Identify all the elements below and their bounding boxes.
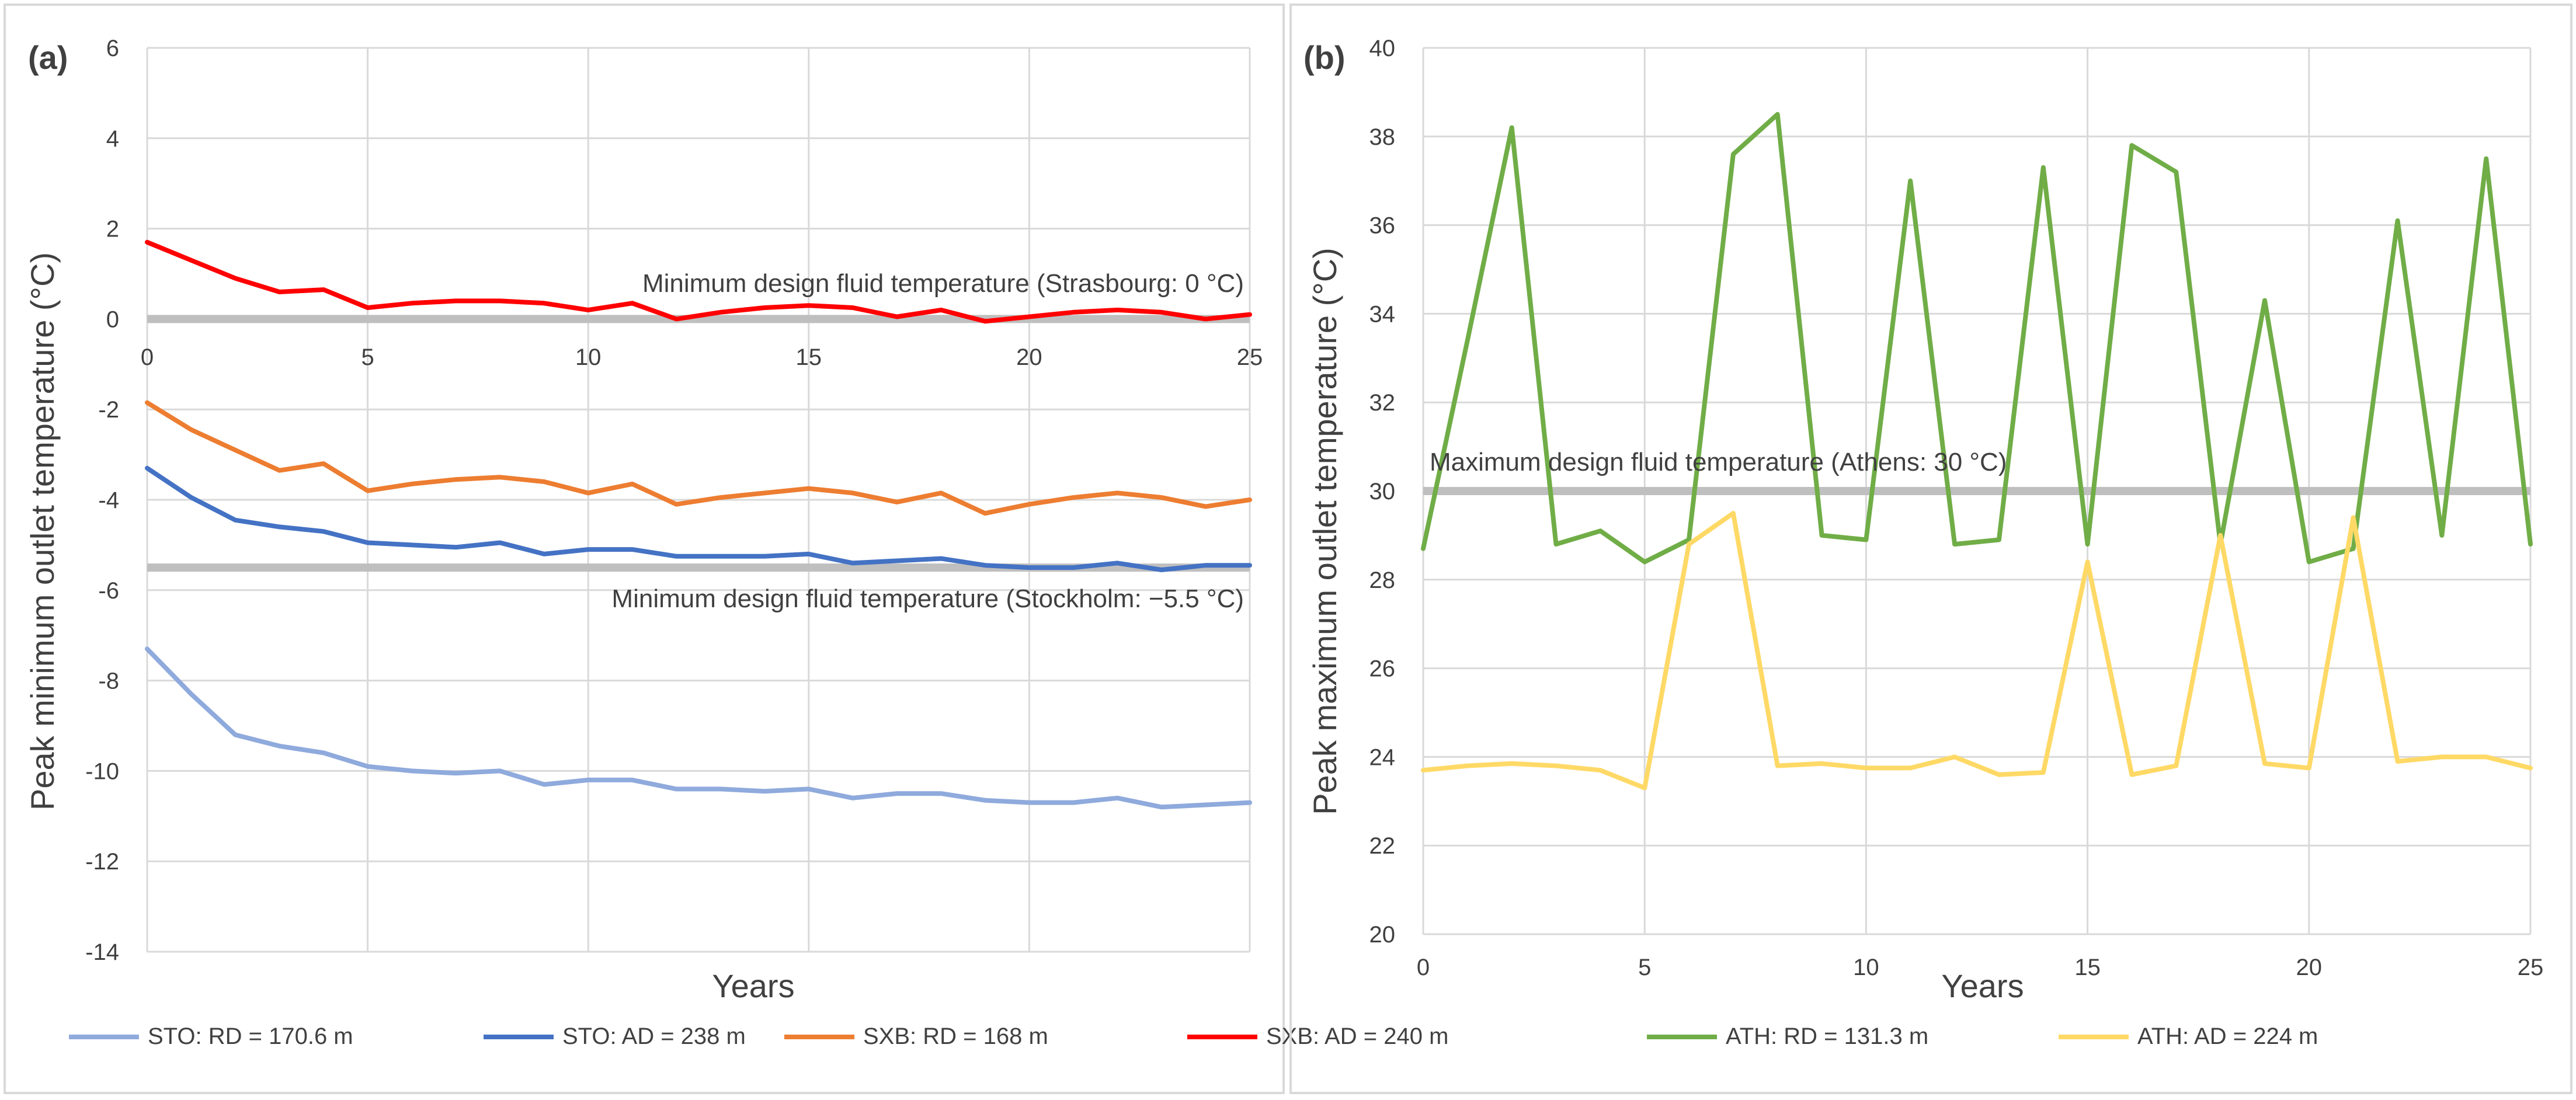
panel-b-y-tick-labels: 20 22 24 26 28 30 32 34 36 38 40	[1369, 36, 1396, 948]
x-tick-label: 20	[2296, 955, 2323, 980]
series-line-2	[145, 465, 1252, 572]
legend-item-1: ATH: RD = 131.3 m	[1647, 1024, 1928, 1049]
y-tick-label: 6	[106, 36, 119, 61]
x-tick-label: 5	[361, 344, 374, 370]
y-tick-label: -4	[98, 488, 119, 513]
legend-label: STO: AD = 238 m	[562, 1024, 746, 1049]
x-tick-label: 25	[1237, 344, 1263, 370]
y-tick-label: -14	[85, 939, 119, 965]
x-tick-label: 0	[1417, 955, 1430, 980]
y-tick-label: 26	[1369, 656, 1396, 682]
panel-b: (b) 20 22 24 26 28 30 32 34 36 38 40 0 5 10 15 20 25 Ma…	[1289, 4, 2572, 1094]
panel-a-x-tick-labels: 0 5 10 15 20 25	[141, 344, 1263, 370]
x-tick-label: 25	[2518, 955, 2544, 980]
y-tick-label: 22	[1369, 833, 1396, 859]
reference-label-stockholm: Minimum design fluid temperature (Stockh…	[611, 584, 1244, 613]
y-tick-label: 34	[1369, 301, 1396, 327]
y-tick-label: 40	[1369, 36, 1396, 61]
panel-b-label: (b)	[1303, 39, 1346, 76]
x-tick-label: 15	[796, 344, 822, 370]
panel-b-frame	[1289, 4, 2572, 1094]
series-line-1	[145, 646, 1252, 810]
panel-a-y-tick-labels: -14 -12 -10 -8 -6 -4 -2 0 2 4 6	[85, 36, 119, 965]
y-tick-label: 28	[1369, 568, 1396, 593]
panel-a-y-axis-title: Peak minimum outlet temperature (°C)	[24, 252, 61, 810]
y-tick-label: 32	[1369, 390, 1396, 416]
x-tick-label: 0	[141, 344, 154, 370]
legend-label: ATH: RD = 131.3 m	[1726, 1024, 1928, 1049]
panel-b-x-axis-title: Years	[1941, 967, 2024, 1004]
panel-a-legend: STO: RD = 170.6 m STO: AD = 238 m SXB: RD …	[69, 1024, 1448, 1049]
legend-label: SXB: AD = 240 m	[1266, 1024, 1448, 1049]
panel-a-frame	[4, 4, 1285, 1094]
panel-b-y-axis-title: Peak maximum outlet temperature (°C)	[1306, 248, 1343, 815]
y-tick-label: 0	[106, 307, 119, 332]
y-tick-label: 4	[106, 126, 119, 152]
x-tick-label: 20	[1016, 344, 1042, 370]
y-tick-label: -10	[85, 758, 119, 784]
panel-a-series	[145, 239, 1252, 810]
legend-item-3: SXB: RD = 168 m	[784, 1024, 1048, 1049]
panel-a-x-axis-title: Years	[712, 967, 794, 1004]
y-tick-label: -2	[98, 397, 119, 423]
panel-b-series	[1421, 112, 2533, 791]
series-line-4	[145, 239, 1252, 324]
legend-item-2: ATH: AD = 224 m	[2059, 1024, 2318, 1049]
x-tick-label: 10	[1853, 955, 1879, 980]
y-tick-label: 20	[1369, 922, 1396, 948]
x-tick-label: 5	[1638, 955, 1651, 980]
panel-b-legend: ATH: RD = 131.3 m ATH: AD = 224 m	[1647, 1024, 2318, 1049]
y-tick-label: -12	[85, 849, 119, 875]
y-tick-label: 24	[1369, 744, 1396, 770]
legend-label: STO: RD = 170.6 m	[148, 1024, 353, 1049]
y-tick-label: 38	[1369, 124, 1396, 150]
series-line-3	[145, 400, 1252, 516]
panel-b-x-tick-labels: 0 5 10 15 20 25	[1417, 955, 2543, 980]
legend-item-1: STO: RD = 170.6 m	[69, 1024, 353, 1049]
panel-a-label: (a)	[28, 39, 68, 76]
x-tick-label: 15	[2074, 955, 2101, 980]
y-tick-label: 2	[106, 217, 119, 242]
y-tick-label: 30	[1369, 479, 1396, 504]
reference-label-strasbourg: Minimum design fluid temperature (Strasb…	[642, 269, 1244, 298]
legend-item-4: SXB: AD = 240 m	[1187, 1024, 1448, 1049]
series-line-2	[1421, 511, 2533, 791]
legend-item-2: STO: AD = 238 m	[484, 1024, 746, 1049]
y-tick-label: 36	[1369, 213, 1396, 239]
legend-label: ATH: AD = 224 m	[2137, 1024, 2318, 1049]
legend-label: SXB: RD = 168 m	[863, 1024, 1048, 1049]
y-tick-label: -6	[98, 578, 119, 604]
x-tick-label: 10	[575, 344, 602, 370]
reference-label-athens: Maximum design fluid temperature (Athens…	[1430, 448, 2007, 476]
y-tick-label: -8	[98, 669, 119, 694]
